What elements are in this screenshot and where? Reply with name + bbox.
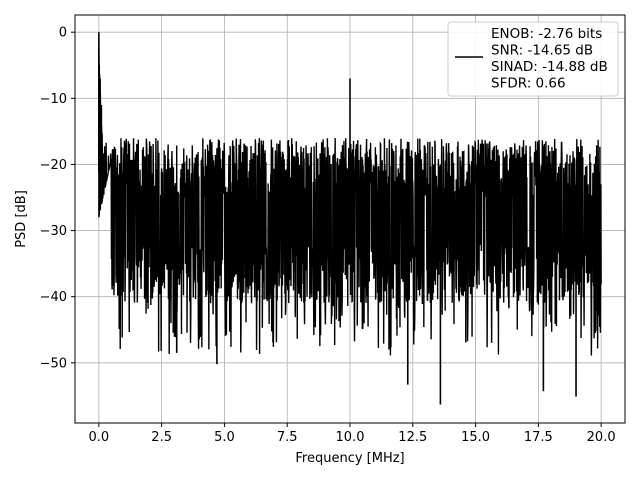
series-psd [98,32,602,405]
x-tick-label: 2.5 [151,430,172,445]
y-tick-label: −30 [40,224,67,239]
x-tick-label: 17.5 [524,430,553,445]
y-tick-label: −50 [40,356,67,371]
x-tick-label: 7.5 [277,430,298,445]
legend-box [447,21,619,97]
y-tick-label: −10 [40,92,67,107]
y-tick-label: −40 [40,290,67,305]
x-axis-label: Frequency [MHz] [295,451,404,466]
legend-entry-line: SNR: -14.65 dB [491,43,593,59]
x-tick-label: 10.0 [336,430,365,445]
legend-entry-line: ENOB: -2.76 bits [491,26,602,42]
y-tick-label: −20 [40,158,67,173]
x-tick-label: 15.0 [461,430,490,445]
legend-entry-line: SINAD: -14.88 dB [491,59,608,75]
x-tick-label: 0.0 [89,430,110,445]
y-tick-label: 0 [59,26,67,41]
x-tick-label: 12.5 [398,430,427,445]
ticks: 0.0 2.5 5.0 7.5 10.0 12.5 15.0 17.5 20.0 0 −10 −20 −… [40,26,616,445]
y-axis-label: PSD [dB] [14,190,29,248]
legend-entry-line: SFDR: 0.66 [491,76,566,92]
x-tick-label: 20.0 [587,430,616,445]
x-tick-label: 5.0 [214,430,235,445]
